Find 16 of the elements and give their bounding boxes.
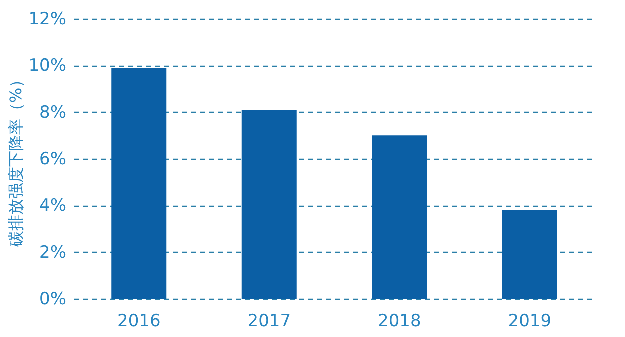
bar bbox=[502, 210, 558, 299]
x-tick-label: 2019 bbox=[508, 312, 552, 332]
bar bbox=[242, 110, 297, 299]
y-tick-label: 2% bbox=[40, 242, 66, 263]
y-tick-label: 12% bbox=[28, 10, 66, 30]
x-tick-label: 2017 bbox=[248, 312, 292, 332]
x-tick-label: 2018 bbox=[378, 312, 422, 332]
y-tick-label: 0% bbox=[40, 290, 66, 310]
y-tick-label: 4% bbox=[40, 196, 66, 216]
y-tick-label: 6% bbox=[40, 150, 66, 170]
bar bbox=[372, 136, 428, 299]
x-tick-label: 2016 bbox=[117, 312, 161, 332]
bar bbox=[112, 68, 167, 299]
y-axis-title: 碳排放强度下降率（%） bbox=[6, 72, 26, 248]
y-tick-label: 10% bbox=[28, 56, 66, 76]
y-tick-label: 8% bbox=[40, 102, 66, 123]
